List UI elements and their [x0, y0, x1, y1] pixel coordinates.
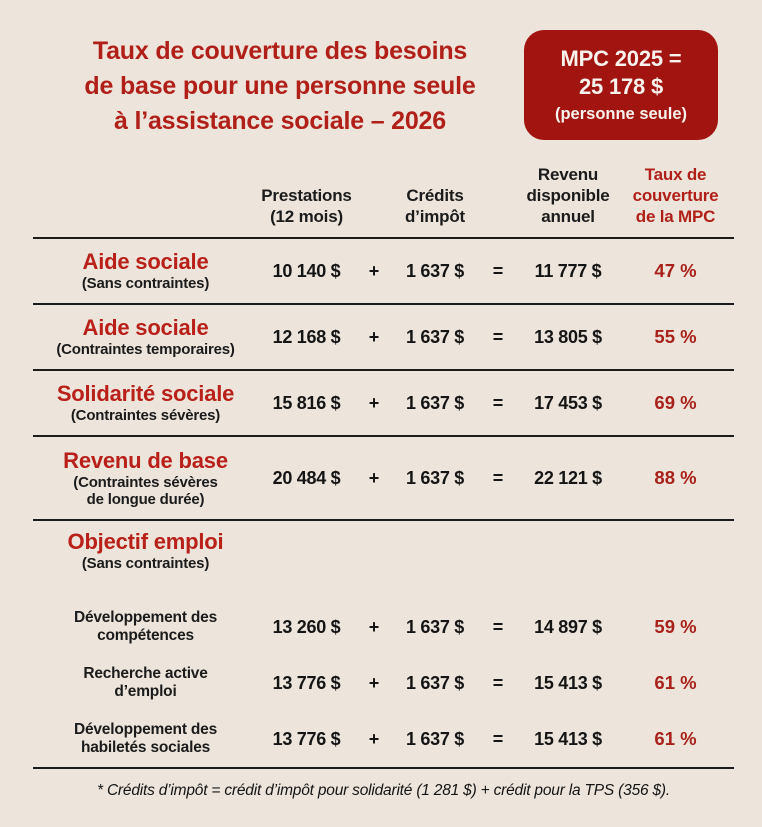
- prestations-value: 20 484 $: [272, 467, 341, 488]
- prestations-value: 13 260 $: [272, 616, 341, 637]
- measure-name: Recherche active d’emploi: [83, 665, 208, 700]
- equals-sign: =: [492, 728, 504, 749]
- equals-sign: =: [492, 392, 504, 413]
- revenu-value: 15 413 $: [534, 728, 602, 749]
- credits-value: 1 637 $: [406, 326, 464, 347]
- prestations-value: 13 776 $: [272, 672, 341, 693]
- page-header: Taux de couverture des besoins de base p…: [0, 0, 762, 140]
- taux-value: 88 %: [654, 467, 697, 488]
- program-name: Revenu de base: [63, 447, 228, 473]
- plus-sign: +: [368, 326, 380, 347]
- measure-name: Développement des compétences: [73, 609, 218, 644]
- program-name: Objectif emploi: [67, 529, 224, 554]
- row-label: Aide sociale (Contraintes temporaires): [33, 315, 258, 359]
- taux-value: 59 %: [654, 616, 697, 637]
- prestations-value: 15 816 $: [272, 392, 341, 413]
- table-row-aide-sociale-sans-contraintes: Aide sociale (Sans contraintes) 10 140 $…: [33, 239, 734, 305]
- table-row-solidarite-sociale: Solidarité sociale (Contraintes sévères)…: [33, 371, 734, 437]
- revenu-value: 22 121 $: [534, 467, 602, 488]
- column-header-credits: Crédits d’impôt: [405, 186, 465, 226]
- mpc-badge-subtitle: (personne seule): [554, 105, 688, 123]
- taux-value: 61 %: [654, 672, 697, 693]
- plus-sign: +: [368, 616, 380, 637]
- mpc-badge-value: 25 178 $: [578, 74, 664, 99]
- row-label: Revenu de base (Contraintes sévères de l…: [33, 448, 258, 509]
- mpc-badge: MPC 2025 = 25 178 $ (personne seule): [524, 30, 718, 140]
- equals-sign: =: [492, 616, 504, 637]
- credits-value: 1 637 $: [406, 260, 464, 281]
- revenu-value: 13 805 $: [534, 326, 602, 347]
- program-note: (Sans contraintes): [81, 275, 210, 293]
- prestations-value: 10 140 $: [272, 260, 341, 281]
- table-row-developpement-competences: Développement des compétences 13 260 $ +…: [33, 599, 734, 655]
- program-name: Solidarité sociale: [56, 381, 235, 407]
- row-label: Objectif emploi (Sans contraintes): [33, 529, 258, 573]
- equals-sign: =: [492, 326, 504, 347]
- prestations-value: 12 168 $: [272, 326, 341, 347]
- credits-value: 1 637 $: [406, 616, 464, 637]
- table-header-row: Prestations (12 mois) Crédits d’impôt Re…: [33, 164, 734, 239]
- equals-sign: =: [492, 467, 504, 488]
- revenu-value: 14 897 $: [534, 616, 602, 637]
- column-header-taux: Taux de couverture de la MPC: [632, 165, 719, 226]
- equals-sign: =: [492, 672, 504, 693]
- table-row-revenu-de-base: Revenu de base (Contraintes sévères de l…: [33, 437, 734, 521]
- credits-value: 1 637 $: [406, 728, 464, 749]
- measure-name: Développement des habiletés sociales: [73, 721, 218, 756]
- plus-sign: +: [368, 260, 380, 281]
- table-row-aide-sociale-contraintes-temporaires: Aide sociale (Contraintes temporaires) 1…: [33, 305, 734, 371]
- credits-value: 1 637 $: [406, 467, 464, 488]
- taux-value: 61 %: [654, 728, 697, 749]
- table-row-developpement-habiletes-sociales: Développement des habiletés sociales 13 …: [33, 711, 734, 769]
- row-label: Solidarité sociale (Contraintes sévères): [33, 381, 258, 425]
- prestations-value: 13 776 $: [272, 728, 341, 749]
- coverage-table: Prestations (12 mois) Crédits d’impôt Re…: [33, 164, 734, 769]
- column-header-revenu: Revenu disponible annuel: [526, 165, 610, 226]
- mpc-badge-line1: MPC 2025 =: [560, 46, 682, 71]
- row-label: Aide sociale (Sans contraintes): [33, 249, 258, 293]
- program-note: (Contraintes temporaires): [56, 341, 235, 359]
- row-label: Développement des compétences: [33, 609, 258, 645]
- row-label: Recherche active d’emploi: [33, 665, 258, 701]
- program-note: (Contraintes sévères de longue durée): [73, 473, 218, 509]
- taux-value: 69 %: [654, 392, 697, 413]
- page-title: Taux de couverture des besoins de base p…: [84, 37, 476, 135]
- revenu-value: 15 413 $: [534, 672, 602, 693]
- credits-impot-footnote: * Crédits d’impôt = crédit d’impôt pour …: [97, 782, 670, 799]
- revenu-value: 17 453 $: [534, 392, 602, 413]
- row-label: Développement des habiletés sociales: [33, 721, 258, 757]
- plus-sign: +: [368, 672, 380, 693]
- program-name: Aide sociale: [82, 315, 209, 341]
- credits-value: 1 637 $: [406, 672, 464, 693]
- equals-sign: =: [492, 260, 504, 281]
- program-note: (Sans contraintes): [81, 555, 210, 572]
- section-heading-objectif-emploi: Objectif emploi (Sans contraintes): [33, 521, 734, 599]
- plus-sign: +: [368, 728, 380, 749]
- program-name: Aide sociale: [82, 249, 209, 275]
- plus-sign: +: [368, 392, 380, 413]
- column-header-prestations: Prestations (12 mois): [261, 186, 352, 226]
- revenu-value: 11 777 $: [534, 260, 602, 281]
- plus-sign: +: [368, 467, 380, 488]
- taux-value: 55 %: [654, 326, 697, 347]
- table-row-recherche-active-emploi: Recherche active d’emploi 13 776 $ + 1 6…: [33, 655, 734, 711]
- taux-value: 47 %: [654, 260, 697, 281]
- program-note: (Contraintes sévères): [70, 407, 221, 425]
- credits-value: 1 637 $: [406, 392, 464, 413]
